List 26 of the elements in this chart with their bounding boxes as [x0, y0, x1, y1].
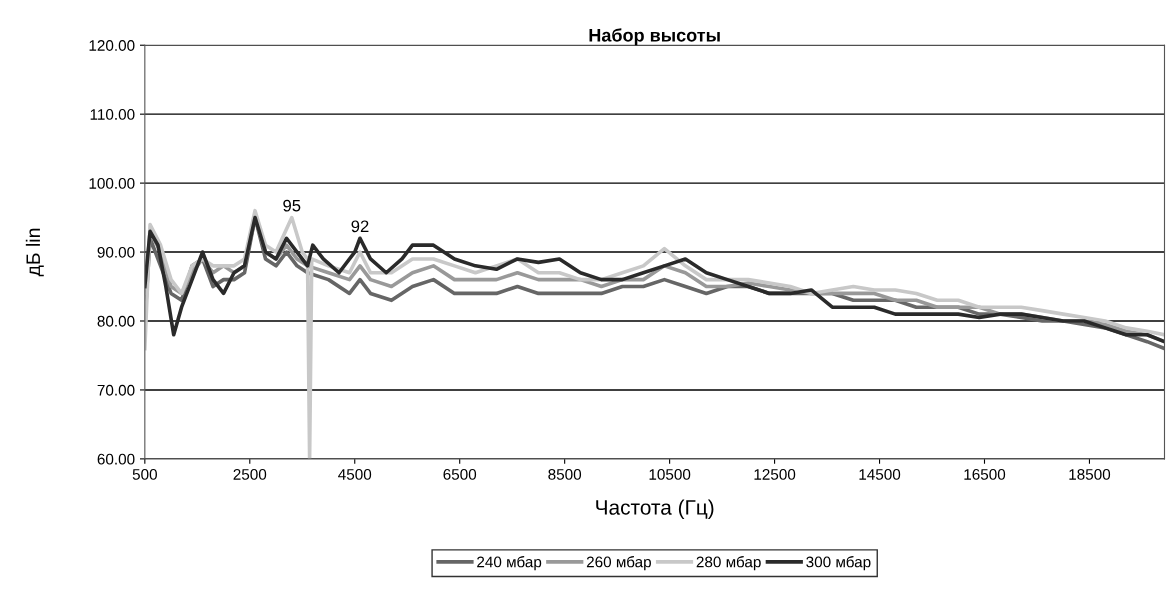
- x-tick-label: 12500: [754, 469, 796, 480]
- legend-label: 280 мбар: [696, 556, 761, 571]
- y-tick-label: 80.00: [97, 315, 135, 327]
- x-tick-label: 8500: [548, 469, 582, 480]
- annotation: 92: [351, 220, 369, 233]
- chart-title: Набор высоты: [589, 28, 720, 46]
- y-tick-label: 90.00: [97, 246, 135, 258]
- x-axis-title: Частота (Гц): [596, 499, 714, 519]
- x-tick-label: 18500: [1069, 469, 1111, 480]
- y-tick-label: 100.00: [89, 177, 135, 189]
- annotation: 95: [283, 199, 301, 212]
- legend-label: 260 мбар: [586, 556, 651, 571]
- x-tick-label: 14500: [859, 469, 901, 480]
- legend-label: 240 мбар: [477, 556, 542, 571]
- legend-label: 300 мбар: [806, 556, 871, 571]
- y-tick-label: 110.00: [90, 109, 135, 120]
- x-tick-label: 16500: [964, 469, 1006, 480]
- x-tick-label: 6500: [443, 469, 477, 480]
- y-tick-label: 120.00: [89, 40, 135, 51]
- x-tick-label: 500: [132, 469, 157, 480]
- x-tick-label: 2500: [233, 469, 267, 480]
- y-tick-label: 70.00: [97, 384, 135, 396]
- x-tick-label: 10500: [649, 469, 691, 480]
- x-tick-label: 4500: [338, 469, 372, 480]
- y-tick-label: 60.00: [97, 453, 135, 465]
- y-axis-title: дБ lin: [25, 228, 44, 277]
